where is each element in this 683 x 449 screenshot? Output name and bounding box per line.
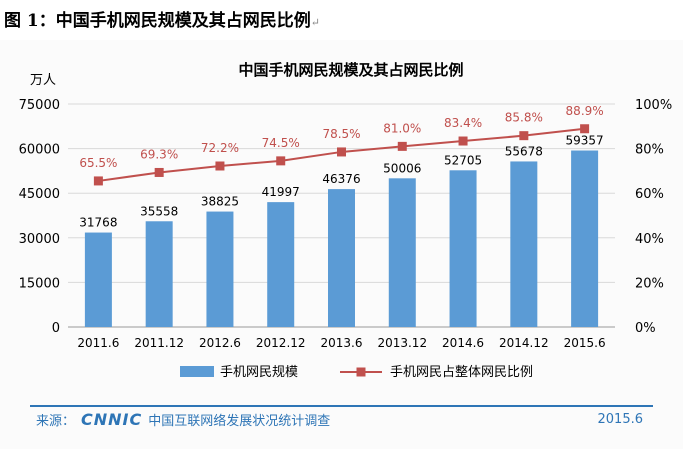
- footer-date: 2015.6: [597, 412, 644, 427]
- bar-value-label: 38825: [201, 195, 239, 209]
- line-marker: [215, 161, 225, 171]
- line-value-label: 65.5%: [79, 156, 117, 170]
- figure-caption-text: 图 1：中国手机网民规模及其占网民比例: [4, 11, 311, 31]
- footer-source: 来源： CNNIC 中国互联网络发展状况统计调查: [36, 410, 330, 429]
- line-value-label: 78.5%: [322, 127, 360, 141]
- line-value-label: 85.8%: [505, 111, 543, 125]
- bar: [571, 150, 599, 327]
- x-tick-label: 2012.12: [256, 336, 306, 350]
- y-right-tick-label: 20%: [635, 276, 664, 291]
- bar: [84, 232, 112, 327]
- y-left-tick-label: 75000: [19, 98, 60, 113]
- bar-value-label: 41997: [262, 185, 300, 199]
- legend-bar-label: 手机网民规模: [220, 365, 298, 380]
- line-marker: [154, 167, 164, 177]
- x-tick-label: 2011.12: [134, 336, 184, 350]
- line-value-label: 74.5%: [262, 136, 300, 150]
- x-tick-label: 2012.6: [199, 336, 241, 350]
- line-value-label: 72.2%: [201, 141, 239, 155]
- bar-value-label: 31768: [79, 216, 117, 230]
- legend-bar-swatch: [180, 366, 214, 377]
- line-marker: [397, 141, 407, 151]
- line-marker: [458, 136, 468, 146]
- figure-caption: 图 1：中国手机网民规模及其占网民比例↵: [4, 6, 320, 31]
- line-marker: [337, 147, 346, 157]
- line-value-label: 81.0%: [383, 121, 421, 135]
- bar-value-label: 59357: [566, 134, 604, 148]
- bar: [388, 178, 416, 327]
- bar-value-label: 55678: [505, 144, 543, 158]
- line-marker: [519, 131, 529, 141]
- x-tick-label: 2014.6: [442, 336, 484, 350]
- y-right-tick-label: 80%: [635, 143, 664, 158]
- line-marker: [93, 176, 103, 186]
- bar: [206, 211, 234, 327]
- y-unit-label: 万人: [30, 73, 56, 88]
- bar: [328, 189, 355, 327]
- bar: [145, 221, 173, 327]
- x-tick-label: 2015.6: [564, 336, 606, 350]
- bar: [510, 161, 538, 327]
- y-right-tick-label: 40%: [635, 232, 664, 247]
- y-left-tick-label: 15000: [19, 276, 60, 291]
- source-org: 中国互联网络发展状况统计调查: [148, 414, 331, 429]
- x-tick-label: 2013.12: [377, 336, 427, 350]
- y-right-tick-label: 60%: [635, 187, 664, 202]
- bar: [267, 202, 295, 327]
- chart-container: 中国手机网民规模及其占网民比例万人 0 0% 15000 20% 30000 40% 4500…: [0, 40, 683, 449]
- legend-line-marker: [356, 367, 366, 377]
- line-value-label: 83.4%: [444, 116, 482, 130]
- y-left-tick-label: 60000: [19, 143, 60, 158]
- bar-value-label: 46376: [322, 172, 360, 186]
- x-tick-label: 2013.6: [321, 336, 363, 350]
- footer-divider: [30, 405, 653, 407]
- bar: [449, 170, 477, 327]
- paragraph-mark-icon: ↵: [310, 16, 320, 29]
- bar-value-label: 35558: [140, 204, 178, 218]
- line-value-label: 88.9%: [566, 104, 604, 118]
- source-label: 来源：: [36, 414, 76, 429]
- bar-value-label: 50006: [383, 161, 421, 175]
- x-tick-label: 2011.6: [77, 336, 119, 350]
- chart-title: 中国手机网民规模及其占网民比例: [238, 61, 463, 79]
- y-left-tick-label: 0: [52, 321, 60, 336]
- x-tick-label: 2014.12: [499, 336, 549, 350]
- line-marker: [276, 156, 286, 166]
- line-value-label: 69.3%: [140, 147, 178, 161]
- bar-value-label: 52705: [444, 153, 482, 167]
- cnnic-logo: CNNIC: [81, 410, 143, 429]
- y-right-tick-label: 100%: [635, 98, 672, 113]
- y-left-tick-label: 30000: [19, 232, 60, 247]
- line-marker: [580, 124, 590, 134]
- y-right-tick-label: 0%: [635, 321, 656, 336]
- y-left-tick-label: 45000: [19, 187, 60, 202]
- legend-line-label: 手机网民占整体网民比例: [390, 365, 533, 380]
